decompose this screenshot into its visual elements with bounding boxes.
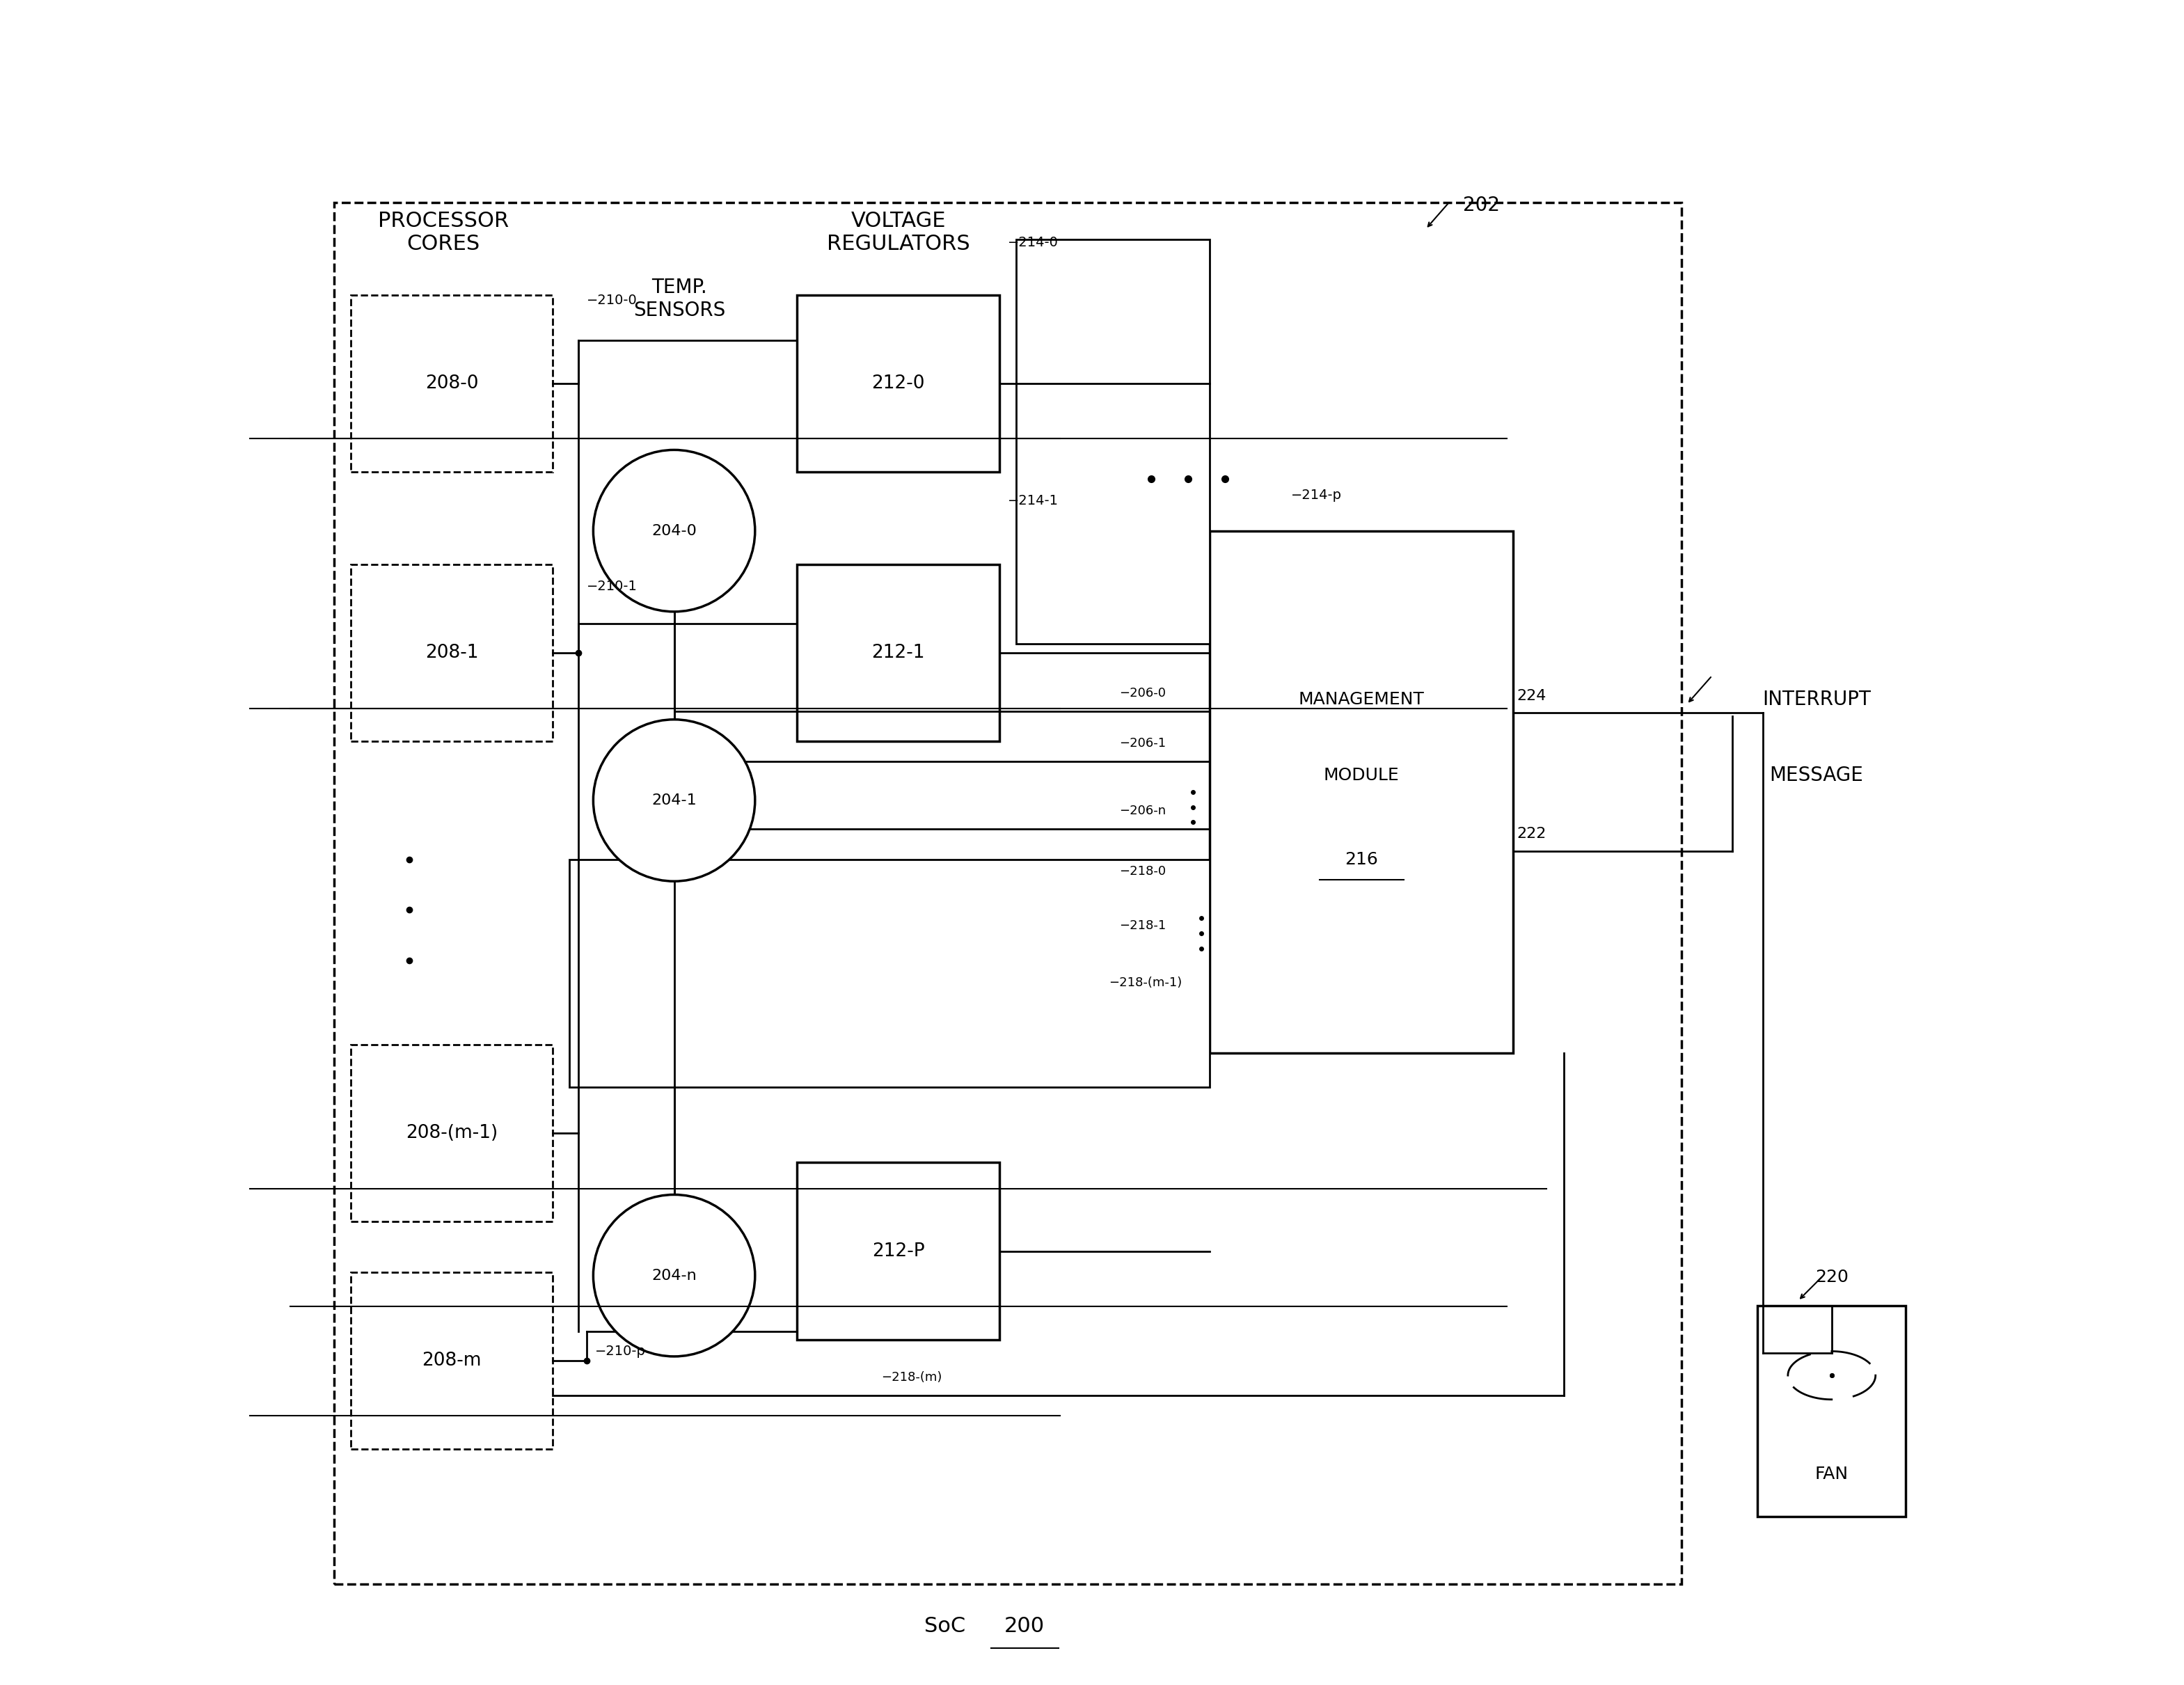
Text: 216: 216	[1345, 851, 1378, 868]
Text: MESSAGE: MESSAGE	[1769, 765, 1863, 785]
Text: −218-1: −218-1	[1118, 920, 1166, 932]
Text: 200: 200	[1005, 1616, 1044, 1636]
Circle shape	[594, 450, 756, 612]
FancyBboxPatch shape	[797, 564, 1000, 741]
Text: −214-0: −214-0	[1007, 236, 1059, 249]
Text: −218-(m): −218-(m)	[882, 1372, 941, 1383]
Text: 204-0: 204-0	[651, 524, 697, 538]
Text: MANAGEMENT: MANAGEMENT	[1299, 691, 1424, 708]
Text: −206-1: −206-1	[1118, 738, 1166, 750]
Text: TEMP.
SENSORS: TEMP. SENSORS	[633, 278, 725, 320]
Text: 212-0: 212-0	[871, 374, 924, 393]
FancyBboxPatch shape	[334, 202, 1682, 1584]
Text: 208-1: 208-1	[426, 644, 478, 662]
Circle shape	[594, 1195, 756, 1356]
Text: −206-n: −206-n	[1118, 805, 1166, 817]
FancyBboxPatch shape	[1210, 531, 1514, 1053]
Text: −218-(m-1): −218-(m-1)	[1109, 977, 1182, 989]
Text: FAN: FAN	[1815, 1466, 1848, 1483]
Text: 212-P: 212-P	[871, 1242, 924, 1260]
Text: PROCESSOR
CORES: PROCESSOR CORES	[378, 211, 509, 254]
Circle shape	[594, 719, 756, 881]
Text: 208-(m-1): 208-(m-1)	[406, 1124, 498, 1142]
FancyBboxPatch shape	[797, 1163, 1000, 1340]
Text: −210-p: −210-p	[594, 1345, 646, 1358]
Text: −218-0: −218-0	[1118, 866, 1166, 878]
Text: 212-1: 212-1	[871, 644, 924, 662]
Text: INTERRUPT: INTERRUPT	[1762, 689, 1872, 709]
Text: 204-1: 204-1	[651, 794, 697, 807]
Text: 222: 222	[1516, 827, 1546, 841]
Text: 208-0: 208-0	[426, 374, 478, 393]
FancyBboxPatch shape	[1758, 1306, 1907, 1516]
Text: −214-p: −214-p	[1291, 489, 1341, 502]
Text: 220: 220	[1815, 1269, 1848, 1286]
Text: −214-1: −214-1	[1007, 494, 1059, 507]
Text: 202: 202	[1463, 195, 1500, 216]
FancyBboxPatch shape	[570, 859, 1210, 1087]
Text: VOLTAGE
REGULATORS: VOLTAGE REGULATORS	[826, 211, 970, 254]
FancyBboxPatch shape	[1016, 239, 1210, 644]
Text: 204-n: 204-n	[651, 1269, 697, 1282]
Text: 224: 224	[1516, 689, 1546, 703]
FancyBboxPatch shape	[797, 295, 1000, 472]
FancyBboxPatch shape	[352, 564, 553, 741]
Text: −210-1: −210-1	[587, 580, 638, 593]
FancyBboxPatch shape	[352, 1272, 553, 1449]
Text: MODULE: MODULE	[1324, 767, 1400, 784]
Text: −210-0: −210-0	[587, 293, 638, 307]
FancyBboxPatch shape	[352, 295, 553, 472]
FancyBboxPatch shape	[352, 1045, 553, 1222]
Text: 208-m: 208-m	[422, 1351, 480, 1370]
Text: SoC: SoC	[924, 1616, 965, 1636]
Text: −206-0: −206-0	[1118, 687, 1166, 699]
